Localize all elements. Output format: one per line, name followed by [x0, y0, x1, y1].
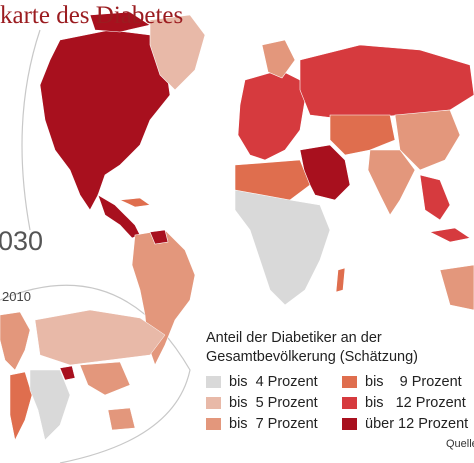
legend-title-line1: Anteil der Diabetiker an der [206, 330, 382, 346]
legend-swatch [206, 418, 221, 430]
legend-swatch [342, 397, 357, 409]
australia [439, 264, 474, 311]
legend-label: über 12 Prozent [365, 416, 469, 432]
legend-item: bis 7 Prozent [206, 415, 318, 433]
inset-africa [29, 369, 71, 441]
globe-outline [21, 29, 41, 231]
year-2010-label: 2010 [2, 289, 31, 304]
venezuela [149, 229, 169, 245]
scandinavia [261, 39, 296, 79]
central-asia [329, 114, 396, 156]
legend-label: bis 9 Prozent [365, 374, 462, 390]
source-label: Quelle [446, 438, 474, 450]
legend-label: bis 5 Prozent [229, 395, 318, 411]
inset-south-america [9, 371, 33, 441]
legend: Anteil der Diabetiker an der Gesamtbevöl… [206, 329, 474, 432]
southeast-asia [419, 174, 451, 221]
legend-title-line2: Gesamtbevölkerung (Schätzung) [206, 349, 418, 365]
legend-label: bis 4 Prozent [229, 374, 318, 390]
legend-item: bis 12 Prozent [342, 394, 466, 412]
greenland [149, 14, 206, 91]
legend-item: über 12 Prozent [342, 415, 468, 433]
russia [299, 44, 474, 121]
africa [234, 189, 331, 306]
legend-item: bis 4 Prozent [206, 373, 318, 391]
legend-swatch [206, 376, 221, 388]
inset-outline [0, 284, 191, 463]
legend-label: bis 12 Prozent [365, 395, 466, 411]
legend-swatch [206, 397, 221, 409]
inset-middle-east [59, 365, 76, 381]
world-map-2010-inset [0, 309, 166, 441]
inset-europe-asia [34, 309, 166, 366]
legend-item: bis 9 Prozent [342, 373, 462, 391]
india [367, 149, 416, 216]
inset-india-china [79, 361, 131, 396]
map-title: karte des Diabetes [0, 2, 184, 29]
middle-east [299, 144, 351, 201]
north-america [39, 29, 171, 211]
caribbean [118, 197, 151, 208]
year-2030-label: 030 [0, 226, 44, 256]
legend-label: bis 7 Prozent [229, 416, 318, 432]
legend-swatch [342, 376, 357, 388]
inset-australia [107, 407, 136, 431]
europe [237, 69, 306, 161]
legend-item: bis 5 Prozent [206, 394, 318, 412]
indonesia [429, 227, 471, 243]
arctic-canada [89, 11, 151, 33]
china [394, 109, 461, 171]
madagascar [335, 267, 346, 293]
legend-swatch [342, 418, 357, 430]
inset-americas [0, 311, 31, 371]
